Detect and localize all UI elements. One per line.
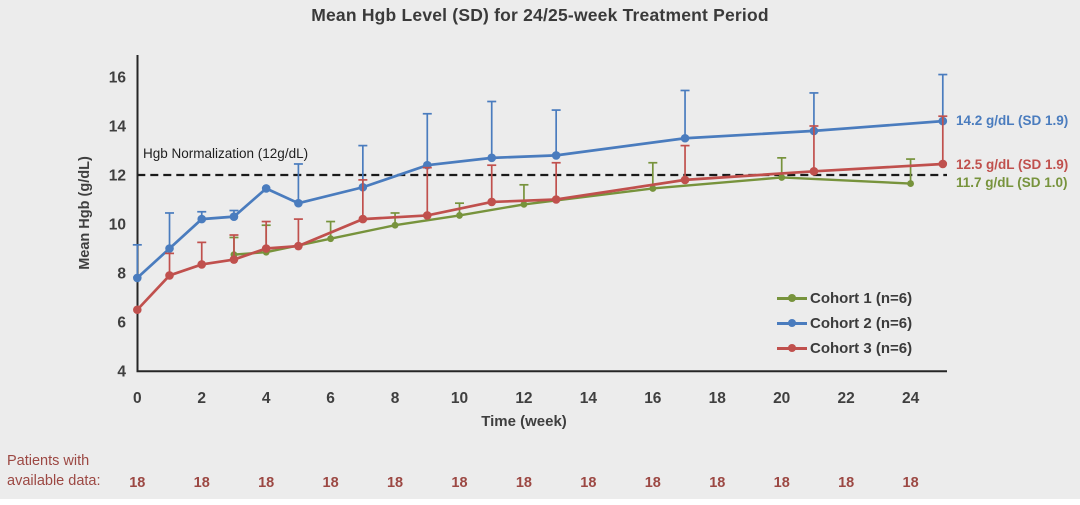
cohort-1-line xyxy=(233,176,911,256)
cohort-2-line-swatch-icon xyxy=(777,319,807,327)
x-axis-tick-label: 6 xyxy=(326,390,335,407)
y-axis-tick-label: 10 xyxy=(109,217,126,234)
y-axis-tick-label: 14 xyxy=(109,119,127,136)
x-axis-tick-label: 0 xyxy=(133,390,142,407)
cohort-1-marker xyxy=(327,235,335,243)
patients-count: 18 xyxy=(516,475,532,491)
x-axis-tick-label: 8 xyxy=(391,390,400,407)
cohort-3-marker xyxy=(938,159,948,169)
patients-count: 18 xyxy=(129,475,145,491)
x-axis-tick-label: 24 xyxy=(902,390,920,407)
x-axis-tick-label: 12 xyxy=(515,390,532,407)
cohort-1-marker xyxy=(520,201,528,208)
legend: Cohort 1 (n=6) Cohort 2 (n=6) Cohort 3 (… xyxy=(777,287,912,359)
cohort-3-marker xyxy=(294,241,303,251)
x-axis-tick-label: 16 xyxy=(644,390,662,407)
x-axis-tick-label: 2 xyxy=(197,390,206,407)
cohort-2-marker xyxy=(551,151,561,160)
patients-count: 18 xyxy=(903,475,919,491)
chart-title: Mean Hgb Level (SD) for 24/25-week Treat… xyxy=(311,5,769,25)
y-axis-tick-label: 16 xyxy=(109,70,127,87)
legend-item-cohort-1: Cohort 1 (n=6) xyxy=(777,287,912,309)
patients-count: 18 xyxy=(838,475,854,491)
cohort-1-marker xyxy=(649,185,657,192)
cohort-3-final-value-label: 12.5 g/dL (SD 1.9) xyxy=(956,156,1069,172)
cohort-3-line-swatch-icon xyxy=(777,344,807,352)
cohort-2-marker xyxy=(680,133,690,143)
y-axis-tick-label: 12 xyxy=(109,168,126,185)
cohort-2-marker xyxy=(229,212,239,221)
cohort-3-marker xyxy=(551,195,561,204)
legend-label: Cohort 3 (n=6) xyxy=(810,339,913,357)
y-axis-tick-label: 6 xyxy=(117,315,126,332)
patients-count: 18 xyxy=(645,475,661,491)
cohort-3-marker xyxy=(261,244,271,253)
cohort-3-marker xyxy=(680,175,690,185)
cohort-2-marker xyxy=(261,184,271,193)
cohort-3-marker xyxy=(487,197,497,207)
patients-count: 18 xyxy=(258,475,274,491)
legend-item-cohort-2: Cohort 2 (n=6) xyxy=(777,312,912,334)
patients-label-line1: Patients with xyxy=(7,453,90,469)
legend-label: Cohort 1 (n=6) xyxy=(810,289,913,307)
x-axis-tick-label: 10 xyxy=(451,390,468,407)
cohort-3-marker xyxy=(133,305,142,315)
cohort-2-marker-icon xyxy=(788,319,796,327)
cohort-3-marker xyxy=(229,255,239,264)
cohort-1-line-swatch-icon xyxy=(777,294,807,302)
cohort-3-marker xyxy=(358,214,368,224)
reference-line-label: Hgb Normalization (12g/dL) xyxy=(143,146,309,161)
cohort-2-marker xyxy=(197,214,207,224)
patients-count: 18 xyxy=(194,475,210,491)
cohort-1-marker xyxy=(778,174,786,181)
patients-label-line2: available data: xyxy=(7,473,101,489)
x-axis-tick-label: 20 xyxy=(773,390,790,407)
cohort-1-marker-icon xyxy=(788,294,796,302)
bottom-margin xyxy=(0,499,1080,505)
y-axis-title: Mean Hgb (g/dL) xyxy=(77,156,93,270)
x-axis-title: Time (week) xyxy=(481,413,567,430)
x-axis-tick-label: 22 xyxy=(838,390,855,407)
patients-count: 18 xyxy=(709,475,725,491)
x-axis-tick-label: 4 xyxy=(262,390,271,407)
patients-count: 18 xyxy=(323,475,339,491)
cohort-1-final-value-label: 11.7 g/dL (SD 1.0) xyxy=(956,175,1068,191)
y-axis-tick-label: 8 xyxy=(117,266,126,283)
patients-count: 18 xyxy=(451,475,467,491)
patients-count: 18 xyxy=(387,475,403,491)
legend-item-cohort-3: Cohort 3 (n=6) xyxy=(777,337,912,359)
x-axis-tick-label: 14 xyxy=(580,390,598,407)
cohort-3-marker xyxy=(422,211,432,220)
patients-count: 18 xyxy=(774,475,790,491)
y-axis-tick-label: 4 xyxy=(117,364,126,381)
patients-available-data-label: Patients with available data: xyxy=(7,451,101,491)
legend-label: Cohort 2 (n=6) xyxy=(810,314,913,332)
cohort-2-final-value-label: 14.2 g/dL (SD 1.9) xyxy=(956,113,1069,129)
cohort-1-marker xyxy=(456,212,463,219)
cohort-1-marker xyxy=(391,221,399,229)
cohort-1-marker xyxy=(907,180,914,187)
x-axis-tick-label: 18 xyxy=(709,390,727,407)
cohort-3-marker xyxy=(165,271,174,280)
cohort-3-marker xyxy=(197,260,207,269)
cohort-3-marker-icon xyxy=(788,344,796,352)
cohort-3-marker xyxy=(809,167,819,176)
cohort-2-marker xyxy=(133,273,142,283)
cohort-2-marker xyxy=(487,153,497,163)
cohort-2-marker xyxy=(165,244,174,253)
cohort-2-marker xyxy=(294,198,303,208)
patients-count: 18 xyxy=(580,475,596,491)
